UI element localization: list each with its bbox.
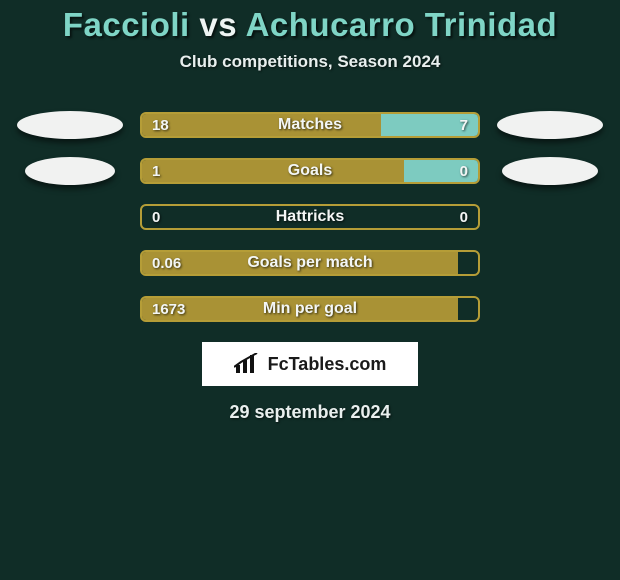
bar-chart-icon	[234, 353, 262, 375]
stat-bar: 187Matches	[140, 112, 480, 138]
infographic: Faccioli vs Achucarro Trinidad Club comp…	[0, 0, 620, 423]
stat-value-a: 1673	[142, 298, 458, 320]
stat-row: 187Matches	[0, 112, 620, 138]
team-a-badge	[17, 111, 123, 139]
stat-row: 1673Min per goal	[0, 296, 620, 322]
stat-value-b	[458, 252, 478, 274]
team-b-side	[480, 157, 620, 185]
stat-value-b: 7	[381, 114, 478, 136]
player-b-name: Achucarro Trinidad	[246, 6, 558, 43]
date: 29 september 2024	[0, 402, 620, 423]
stat-value-a: 18	[142, 114, 381, 136]
stat-bar: 1673Min per goal	[140, 296, 480, 322]
stat-row: 0.06Goals per match	[0, 250, 620, 276]
team-a-badge	[25, 157, 115, 185]
stat-value-a: 1	[142, 160, 404, 182]
logo: FcTables.com	[234, 353, 387, 375]
team-a-side	[0, 157, 140, 185]
stat-value-b: 0	[310, 206, 478, 228]
player-a-name: Faccioli	[63, 6, 190, 43]
stat-row: 00Hattricks	[0, 204, 620, 230]
subtitle: Club competitions, Season 2024	[0, 52, 620, 72]
team-b-side	[480, 111, 620, 139]
logo-box: FcTables.com	[202, 342, 418, 386]
stat-row: 10Goals	[0, 158, 620, 184]
team-b-badge	[497, 111, 603, 139]
page-title: Faccioli vs Achucarro Trinidad	[0, 6, 620, 44]
vs-text: vs	[199, 6, 237, 43]
stat-bar: 10Goals	[140, 158, 480, 184]
stat-value-b: 0	[404, 160, 478, 182]
stat-bar: 00Hattricks	[140, 204, 480, 230]
stat-value-b	[458, 298, 478, 320]
stat-bar: 0.06Goals per match	[140, 250, 480, 276]
stat-value-a: 0	[142, 206, 310, 228]
stat-value-a: 0.06	[142, 252, 458, 274]
team-a-side	[0, 111, 140, 139]
team-b-badge	[502, 157, 598, 185]
logo-text: FcTables.com	[268, 354, 387, 375]
stats-rows: 187Matches 10Goals 00Hattricks 0.06Goals pe…	[0, 112, 620, 322]
